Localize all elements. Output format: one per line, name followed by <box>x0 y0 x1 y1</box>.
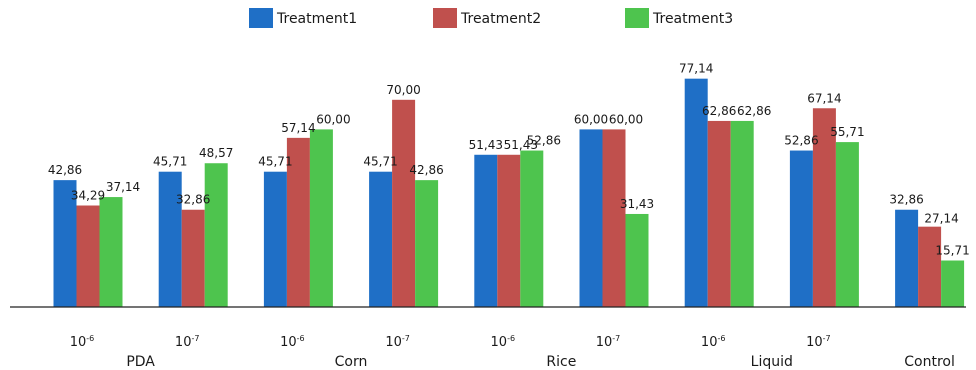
tick-label-2: 10-7 <box>175 334 200 350</box>
value-label-2-series-3: 48,57 <box>199 146 233 160</box>
bar-3-series-1 <box>263 171 287 307</box>
tick-exponent: -7 <box>191 334 199 343</box>
tick-exponent: -6 <box>507 334 515 343</box>
tick-exponent: -7 <box>402 334 410 343</box>
tick-base: 10 <box>385 335 402 350</box>
value-label-9-series-2: 27,14 <box>924 212 958 226</box>
tick-base: 10 <box>280 335 297 350</box>
value-label-1-series-2: 34,29 <box>71 189 105 203</box>
value-label-4-series-1: 45,71 <box>363 155 397 169</box>
value-label-7-series-2: 62,86 <box>702 104 736 118</box>
tick-base: 10 <box>175 335 192 350</box>
bar-6-series-3 <box>625 213 649 307</box>
group-labels: PDA Corn Rice Liquid Control <box>126 354 955 370</box>
group-label-5: Control <box>904 354 955 370</box>
value-label-4-series-3: 42,86 <box>409 163 443 177</box>
bar-5-series-3 <box>520 150 544 307</box>
tick-base: 10 <box>70 335 87 350</box>
bar-7-series-3 <box>730 120 754 307</box>
value-label-8-series-2: 67,14 <box>807 91 841 105</box>
group-label-1: PDA <box>126 354 155 370</box>
tick-exponent: -6 <box>86 334 94 343</box>
value-label-4-series-2: 70,00 <box>386 83 420 97</box>
tick-label-1: 10-6 <box>70 334 95 350</box>
value-label-3-series-3: 60,00 <box>316 112 350 126</box>
tick-exponent: -7 <box>612 334 620 343</box>
bar-7-series-2 <box>707 120 731 307</box>
legend: Treatment1 Treatment2 Treatment3 <box>249 8 733 28</box>
tick-base: 10 <box>596 335 613 350</box>
bar-6-series-1 <box>579 129 603 307</box>
value-label-8-series-3: 55,71 <box>830 125 864 139</box>
value-label-5-series-3: 52,86 <box>527 134 561 148</box>
tick-label-6: 10-7 <box>596 334 621 350</box>
value-label-6-series-3: 31,43 <box>620 197 654 211</box>
value-label-3-series-2: 57,14 <box>281 121 315 135</box>
bar-8-series-1 <box>789 150 813 307</box>
bar-3-series-3 <box>309 129 333 307</box>
bar-7-series-1 <box>684 78 708 307</box>
bars <box>53 78 965 308</box>
bar-3-series-2 <box>286 137 310 307</box>
value-label-2-series-2: 32,86 <box>176 193 210 207</box>
value-label-6-series-2: 60,00 <box>609 112 643 126</box>
value-label-2-series-1: 45,71 <box>153 155 187 169</box>
value-label-5-series-2: 51,43 <box>504 138 538 152</box>
value-label-6-series-1: 60,00 <box>574 112 608 126</box>
group-label-4: Liquid <box>751 354 793 370</box>
bar-2-series-1 <box>158 171 182 307</box>
bar-9-series-2 <box>918 226 942 307</box>
legend-swatch-1 <box>249 8 273 28</box>
tick-base: 10 <box>491 335 508 350</box>
tick-base: 10 <box>806 335 823 350</box>
tick-labels: 10-6 10-7 10-6 10-7 10-6 10-7 10-6 10-7 <box>70 334 831 350</box>
bar-4-series-1 <box>369 171 393 307</box>
value-label-5-series-1: 51,43 <box>469 138 503 152</box>
group-label-3: Rice <box>546 354 576 370</box>
bar-1-series-1 <box>53 180 77 307</box>
legend-label-2: Treatment2 <box>460 11 541 27</box>
legend-swatch-3 <box>625 8 649 28</box>
bar-5-series-1 <box>474 154 498 307</box>
tick-exponent: -6 <box>297 334 305 343</box>
bar-6-series-2 <box>602 129 626 307</box>
tick-label-7: 10-6 <box>701 334 726 350</box>
bar-4-series-3 <box>415 180 439 307</box>
tick-label-5: 10-6 <box>491 334 516 350</box>
bar-2-series-3 <box>204 163 228 307</box>
value-label-1-series-3: 37,14 <box>106 180 140 194</box>
bar-9-series-3 <box>941 260 965 307</box>
tick-label-8: 10-7 <box>806 334 831 350</box>
bar-5-series-2 <box>497 154 521 307</box>
tick-exponent: -7 <box>823 334 831 343</box>
value-label-7-series-1: 77,14 <box>679 62 713 76</box>
value-label-9-series-1: 32,86 <box>889 193 923 207</box>
tick-label-4: 10-7 <box>385 334 410 350</box>
legend-label-3: Treatment3 <box>652 11 733 27</box>
bar-1-series-3 <box>99 197 123 307</box>
value-label-8-series-1: 52,86 <box>784 134 818 148</box>
bar-1-series-2 <box>76 205 100 307</box>
bar-2-series-2 <box>181 209 205 307</box>
tick-exponent: -6 <box>717 334 725 343</box>
legend-swatch-2 <box>433 8 457 28</box>
bar-4-series-2 <box>392 99 416 307</box>
value-label-9-series-3: 15,71 <box>935 243 969 257</box>
group-label-2: Corn <box>335 354 368 370</box>
legend-label-1: Treatment1 <box>276 11 357 27</box>
bar-9-series-1 <box>895 209 919 307</box>
tick-base: 10 <box>701 335 718 350</box>
tick-label-3: 10-6 <box>280 334 305 350</box>
value-label-3-series-1: 45,71 <box>258 155 292 169</box>
value-label-7-series-3: 62,86 <box>737 104 771 118</box>
bar-8-series-2 <box>812 108 836 308</box>
value-label-1-series-1: 42,86 <box>48 163 82 177</box>
bar-8-series-3 <box>835 142 859 307</box>
